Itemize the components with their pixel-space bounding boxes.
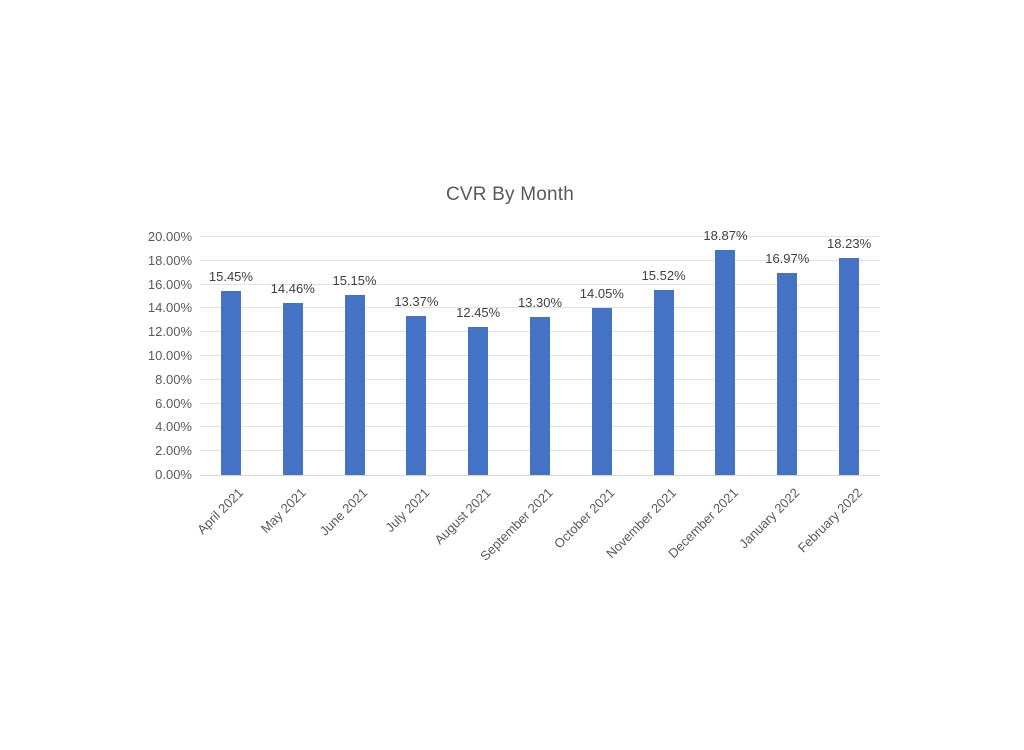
x-tick-label-february-2022: February 2022 xyxy=(794,485,865,556)
bar-value-label-may-2021: 14.46% xyxy=(270,280,315,296)
y-tick-label: 6.00% xyxy=(155,395,192,411)
x-tick-label-august-2021: August 2021 xyxy=(431,485,494,548)
x-tick-label-january-2022: January 2022 xyxy=(736,485,803,552)
bar-december-2021 xyxy=(715,250,736,475)
y-tick-label: 0.00% xyxy=(155,467,192,482)
y-tick-label: 18.00% xyxy=(147,252,192,268)
bar-value-label-january-2022: 16.97% xyxy=(765,251,810,267)
y-tick-label: 10.00% xyxy=(147,348,192,363)
bar-january-2022 xyxy=(777,273,798,475)
bar-october-2021 xyxy=(591,307,612,475)
x-axis-line xyxy=(200,475,880,476)
bar-value-label-november-2021: 15.52% xyxy=(641,268,686,284)
y-tick-label: 20.00% xyxy=(147,229,192,244)
y-tick-label: 16.00% xyxy=(147,276,192,292)
y-tick-label: 8.00% xyxy=(155,371,192,387)
y-tick-label: 14.00% xyxy=(147,300,192,316)
y-tick-label: 4.00% xyxy=(155,419,192,435)
bar-june-2021 xyxy=(344,294,365,475)
bar-february-2022 xyxy=(839,258,860,475)
bar-value-label-december-2021: 18.87% xyxy=(703,228,748,244)
gridline xyxy=(200,236,880,237)
bar-value-label-july-2021: 13.37% xyxy=(394,293,439,309)
bar-may-2021 xyxy=(282,302,303,475)
y-tick-label: 12.00% xyxy=(147,324,192,340)
gridline xyxy=(200,283,880,285)
bar-value-label-april-2021: 15.45% xyxy=(208,269,253,285)
plot-area: 15.45% 14.46% 15.15% 13.37% 12.45% 13.30% 14.0… xyxy=(200,228,880,476)
bar-september-2021 xyxy=(530,316,550,475)
y-tick-label: 2.00% xyxy=(155,443,192,459)
chart-title: CVR By Month xyxy=(445,184,575,205)
bar-november-2021 xyxy=(653,290,674,475)
bar-value-label-february-2022: 18.23% xyxy=(827,236,872,252)
bar-july-2021 xyxy=(406,315,427,475)
bar-august-2021 xyxy=(468,326,489,475)
gridline xyxy=(200,259,880,261)
x-tick-label-june-2021: June 2021 xyxy=(316,485,371,539)
bar-value-label-september-2021: 13.30% xyxy=(517,294,563,310)
gridline xyxy=(200,307,880,309)
bar-value-label-june-2021: 15.15% xyxy=(332,272,377,288)
x-tick-label-april-2021: April 2021 xyxy=(194,485,247,538)
bar-value-label-october-2021: 14.05% xyxy=(579,285,624,301)
x-tick-label-october-2021: October 2021 xyxy=(551,485,618,552)
x-tick-label-july-2021: July 2021 xyxy=(382,485,432,535)
bar-april-2021 xyxy=(220,291,241,475)
bar-value-label-august-2021: 12.45% xyxy=(456,304,501,320)
x-tick-label-may-2021: May 2021 xyxy=(257,485,309,536)
